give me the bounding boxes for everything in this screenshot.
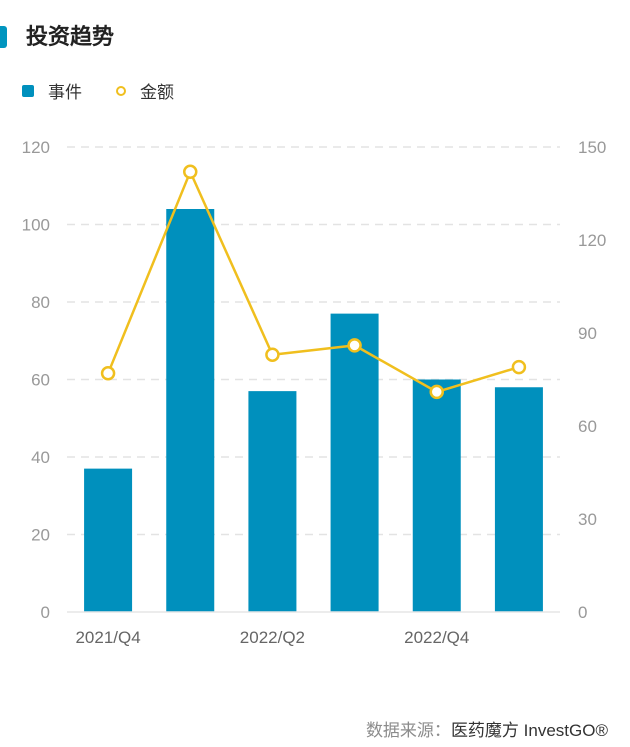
source-label: 数据来源： — [365, 721, 451, 740]
bar — [84, 468, 133, 612]
grid-lines — [67, 146, 560, 536]
y-right-tick-label: 0 — [578, 603, 587, 622]
bar — [248, 391, 297, 612]
y-right-tick-label: 90 — [578, 324, 597, 343]
bar — [166, 209, 215, 612]
line-point — [265, 347, 280, 362]
legend-label-bars: 事件 — [48, 83, 82, 102]
x-tick-label: 2022/Q4 — [404, 628, 469, 647]
axes: 0 20 40 60 80 100 120 0 30 60 90 120 150 2021/Q4 2022/… — [22, 138, 607, 647]
line-point — [429, 384, 444, 400]
y-right-tick-label: 150 — [578, 138, 606, 157]
data-source: 数据来源：医药魔方 InvestGO® — [366, 716, 608, 741]
title-accent-bar — [0, 26, 7, 48]
y-right-tick-label: 30 — [578, 510, 597, 529]
bar — [412, 379, 461, 612]
legend-label-line: 金额 — [140, 83, 174, 102]
y-left-tick-label: 0 — [41, 603, 50, 622]
bar — [494, 387, 543, 612]
combo-chart: 0 20 40 60 80 100 120 0 30 60 90 120 150 2021/Q4 2022/… — [22, 138, 607, 647]
chart-legend: 事件 金额 — [22, 78, 208, 103]
y-left-tick-label: 120 — [22, 138, 50, 157]
y-left-tick-label: 100 — [22, 216, 50, 235]
line-point — [511, 359, 527, 375]
y-left-tick-label: 80 — [31, 293, 50, 312]
line-series — [100, 164, 527, 400]
legend-item-line[interactable]: 金额 — [116, 78, 174, 103]
bar — [330, 313, 379, 612]
y-right-tick-label: 60 — [578, 417, 597, 436]
line-point — [183, 164, 198, 180]
legend-item-bars[interactable]: 事件 — [22, 78, 82, 103]
x-tick-label: 2022/Q2 — [240, 628, 305, 647]
bar-series — [84, 209, 543, 612]
line-point — [100, 366, 116, 381]
line-point — [347, 338, 362, 353]
x-tick-label: 2021/Q4 — [75, 628, 140, 647]
y-left-tick-label: 40 — [31, 448, 50, 467]
circle-swatch-icon — [116, 85, 126, 96]
source-brand: 医药魔方 InvestGO® — [450, 721, 608, 740]
bar-swatch-icon — [22, 84, 34, 97]
y-right-tick-label: 120 — [578, 231, 606, 250]
chart-title: 投资趋势 — [26, 24, 115, 49]
y-left-tick-label: 20 — [31, 526, 50, 545]
y-left-tick-label: 60 — [31, 371, 50, 390]
line-path — [106, 170, 520, 394]
